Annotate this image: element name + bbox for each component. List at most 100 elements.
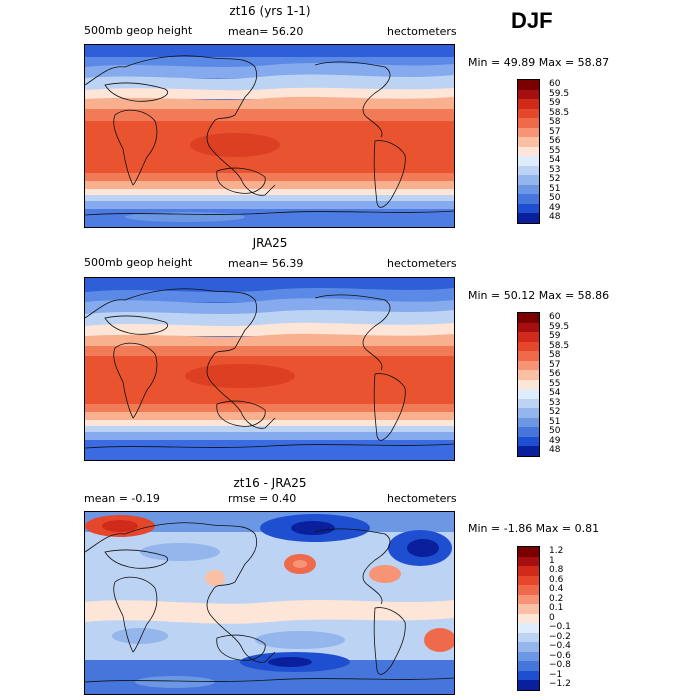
colorbar-tick-label: 57 bbox=[549, 359, 561, 370]
colorbar-diff bbox=[517, 546, 540, 691]
colorbar-segment bbox=[518, 175, 539, 186]
colorbar-segment bbox=[518, 585, 539, 596]
coast-eurasia bbox=[85, 55, 276, 196]
band-57-south bbox=[85, 181, 454, 189]
colorbar-obs bbox=[517, 312, 540, 457]
band-54 bbox=[85, 310, 454, 326]
coast-africa bbox=[113, 576, 158, 653]
coast-africa bbox=[113, 109, 158, 186]
colorbar-tick-label: 51 bbox=[549, 183, 561, 194]
diff-pos-south-atlantic bbox=[424, 628, 454, 652]
colorbar-tick-label: 50 bbox=[549, 426, 561, 437]
colorbar-tick-label: 0.2 bbox=[549, 593, 564, 604]
band-58 bbox=[85, 109, 454, 121]
colorbar-tick-label: 0.6 bbox=[549, 574, 564, 585]
colorbar-segment bbox=[518, 389, 539, 400]
band-56-south bbox=[85, 189, 454, 195]
colorbar-segment bbox=[518, 604, 539, 615]
field-label-model: 500mb geop height bbox=[84, 24, 193, 37]
colorbar-segment bbox=[518, 332, 539, 343]
band-54 bbox=[85, 74, 454, 90]
colorbar-tick-label: 0.1 bbox=[549, 603, 564, 614]
colorbar-segment bbox=[518, 118, 539, 129]
diff-neg-south-indian bbox=[112, 628, 168, 644]
coast-antarctica bbox=[85, 443, 454, 449]
coast-africa bbox=[113, 342, 158, 419]
coast-australia bbox=[216, 400, 266, 427]
colorbar-segment bbox=[518, 80, 539, 91]
colorbar-segment bbox=[518, 370, 539, 381]
colorbar-segment bbox=[518, 670, 539, 681]
colorbar-segment bbox=[518, 137, 539, 148]
colorbar-tick-label: 54 bbox=[549, 388, 561, 399]
colorbar-segment bbox=[518, 108, 539, 119]
band-52-south bbox=[85, 201, 454, 209]
mean-label-obs: mean= 56.39 bbox=[228, 257, 304, 270]
colorbar-segment bbox=[518, 436, 539, 447]
diff-tropical-band bbox=[85, 600, 454, 624]
colorbar-segment bbox=[518, 203, 539, 214]
colorbar-segment bbox=[518, 556, 539, 567]
coastlines-obs bbox=[85, 288, 454, 449]
colorbar-tick-label: 49 bbox=[549, 202, 561, 213]
minmax-obs: Min = 50.12 Max = 58.86 bbox=[468, 289, 610, 302]
diff-neg-southern-core bbox=[268, 657, 312, 667]
colorbar-segment bbox=[518, 651, 539, 662]
colorbar-tick-label: 51 bbox=[549, 416, 561, 427]
colorbar-segment bbox=[518, 427, 539, 438]
colorbar-tick-label: 50 bbox=[549, 193, 561, 204]
colorbar-tick-label: 0 bbox=[549, 612, 555, 623]
map-model bbox=[84, 44, 455, 228]
band-56 bbox=[85, 87, 454, 99]
colorbar-segment bbox=[518, 184, 539, 195]
colorbar-tick-label: −0.4 bbox=[549, 641, 571, 652]
band-52-south bbox=[85, 432, 454, 440]
colorbar-tick-label: 59.5 bbox=[549, 321, 570, 332]
mean-label-diff: mean = -0.19 bbox=[84, 492, 160, 505]
colorbar-tick-label: −0.6 bbox=[549, 650, 571, 661]
colorbar-segment bbox=[518, 408, 539, 419]
minmax-diff: Min = -1.86 Max = 0.81 bbox=[468, 522, 600, 535]
colorbar-tick-label: 49 bbox=[549, 435, 561, 446]
rmse-label-diff: rmse = 0.40 bbox=[228, 492, 297, 505]
colorbar-segment bbox=[518, 680, 539, 691]
colorbar-segment bbox=[518, 632, 539, 643]
colorbar-tick-label: 57 bbox=[549, 126, 561, 137]
band-54-south bbox=[85, 426, 454, 432]
diff-pos-india bbox=[205, 570, 225, 586]
colorbar-tick-label: 55 bbox=[549, 145, 561, 156]
colorbar-tick-label: 0.4 bbox=[549, 584, 564, 595]
coastlines-model bbox=[85, 55, 454, 216]
map-diff bbox=[84, 511, 455, 695]
colorbar-segment bbox=[518, 360, 539, 371]
colorbar-segment bbox=[518, 99, 539, 110]
coast-north-america bbox=[314, 61, 391, 138]
colorbar-tick-label: −1 bbox=[549, 669, 563, 680]
colorbar-segment bbox=[518, 575, 539, 586]
panel-title-diff: zt16 - JRA25 bbox=[233, 476, 307, 490]
map-obs bbox=[84, 277, 455, 461]
diff-pos-pacific-core bbox=[293, 560, 307, 568]
coast-australia bbox=[216, 634, 266, 661]
colorbar-tick-label: −1.2 bbox=[549, 679, 571, 690]
coast-australia bbox=[216, 167, 266, 194]
warm-pool-high bbox=[190, 133, 280, 157]
band-polar-south bbox=[85, 440, 454, 460]
colorbar-tick-label: 58 bbox=[549, 117, 561, 128]
colorbar-segment bbox=[518, 322, 539, 333]
colorbar-tick-label: 56 bbox=[549, 136, 561, 147]
season-label: DJF bbox=[511, 8, 553, 33]
band-56 bbox=[85, 322, 454, 336]
colorbar-model bbox=[517, 79, 540, 224]
diff-neg-pacific-core bbox=[291, 521, 335, 535]
colorbar-tick-label: −0.8 bbox=[549, 660, 571, 671]
coast-south-america bbox=[373, 373, 406, 441]
colorbar-segment bbox=[518, 313, 539, 324]
colorbar-segment bbox=[518, 661, 539, 672]
panel-title-obs: JRA25 bbox=[252, 236, 288, 250]
coast-eurasia bbox=[85, 288, 276, 429]
colorbar-segment bbox=[518, 213, 539, 224]
colorbar-tick-label: 1.2 bbox=[549, 546, 564, 556]
coast-europe bbox=[104, 82, 168, 102]
colorbar-segment bbox=[518, 566, 539, 577]
